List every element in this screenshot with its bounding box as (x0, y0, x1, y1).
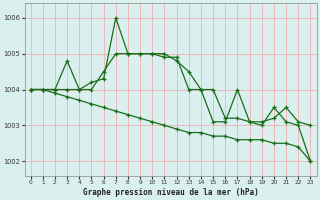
X-axis label: Graphe pression niveau de la mer (hPa): Graphe pression niveau de la mer (hPa) (83, 188, 258, 197)
